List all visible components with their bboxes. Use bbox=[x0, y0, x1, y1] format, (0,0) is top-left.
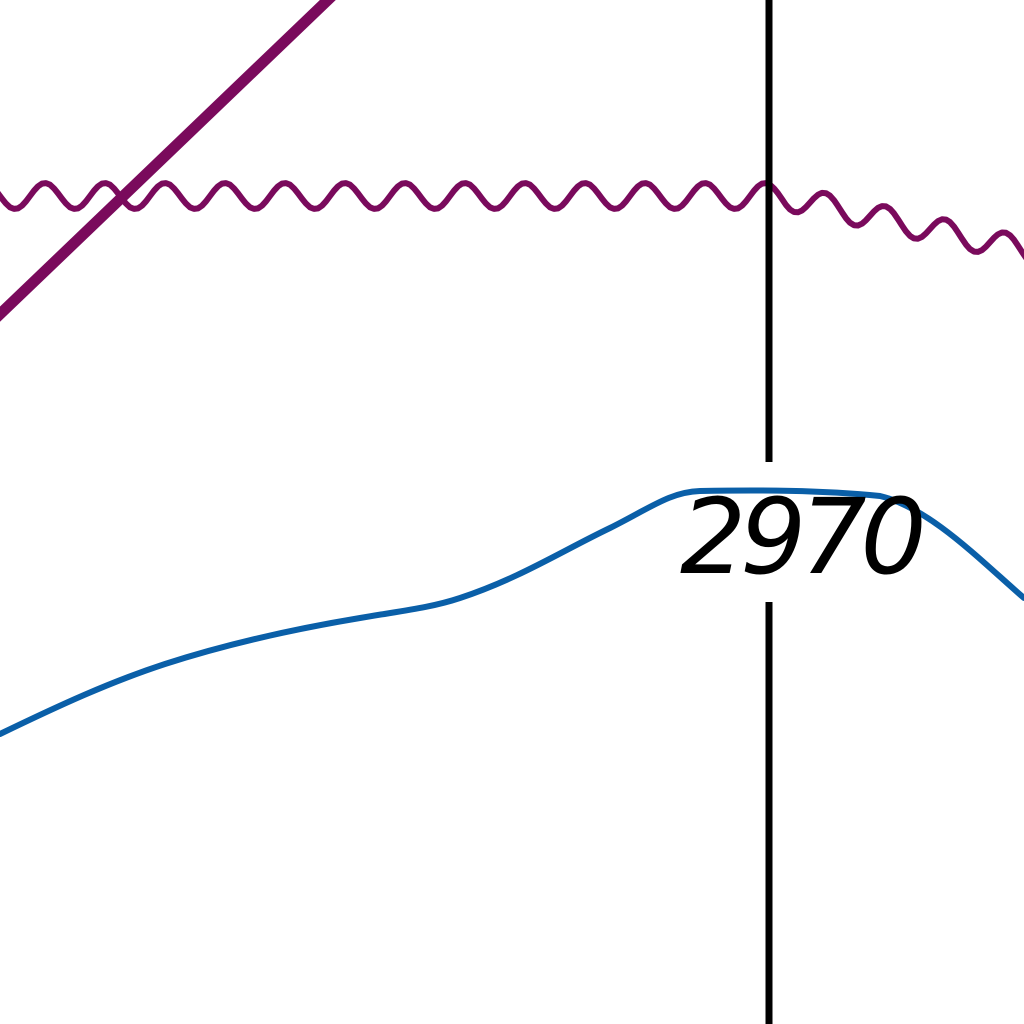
diagonal-road-line bbox=[0, 0, 336, 322]
contour-elevation-label: 2970 bbox=[680, 476, 927, 598]
contour-line bbox=[0, 487, 1024, 737]
wavy-boundary-line bbox=[0, 180, 1024, 261]
